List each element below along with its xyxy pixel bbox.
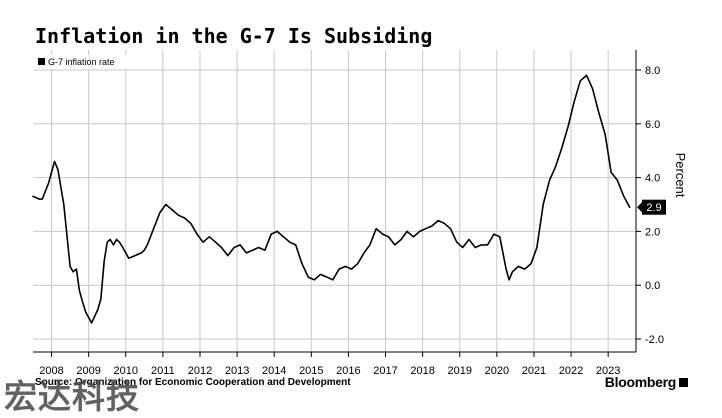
x-tick-label: 2015	[299, 365, 323, 377]
legend-swatch	[38, 58, 45, 65]
source-note: Source: Organization for Economic Cooper…	[35, 377, 351, 388]
x-tick-label: 2013	[225, 365, 249, 377]
brand-name: Bloomberg	[604, 374, 677, 390]
legend: G-7 inflation rate	[36, 55, 134, 69]
x-tick-label: 2022	[559, 365, 583, 377]
x-tick-label: 2018	[410, 365, 434, 377]
y-tick-label: 2.0	[645, 226, 660, 238]
x-tick-label: 2012	[188, 365, 212, 377]
series-line-0	[32, 74, 631, 324]
y-tick-label: 6.0	[645, 119, 660, 131]
brand-logo: Bloomberg	[605, 374, 688, 390]
y-tick-label: 0.0	[645, 280, 660, 292]
x-tick-label: 2016	[336, 365, 360, 377]
labels-layer: 2008 2009 2010 2011 2012 2013 2014 2015 2016 2017…	[36, 55, 688, 377]
last-value-label: 2.9	[646, 202, 661, 214]
x-tick-label: 2017	[373, 365, 397, 377]
last-value-background	[642, 199, 666, 215]
legend-label: G-7 inflation rate	[48, 57, 115, 67]
last-value-pointer	[637, 202, 642, 213]
x-tick-label: 2010	[114, 365, 138, 377]
chart-title: Inflation in the G-7 Is Subsiding	[35, 24, 433, 48]
y-tick-label: 4.0	[645, 173, 660, 185]
x-tick-label: 2019	[447, 365, 471, 377]
grid-lines	[33, 50, 636, 352]
bloomberg-mark-icon	[679, 377, 688, 387]
axes	[33, 50, 641, 357]
series-layer	[32, 74, 631, 324]
last-value-tag: 2.9	[637, 199, 666, 215]
y-tick-label: -2.0	[645, 334, 664, 346]
watermark: 宏达科技	[4, 377, 140, 416]
x-tick-label: 2009	[76, 365, 100, 377]
y-tick-label: 8.0	[645, 65, 660, 77]
x-tick-label: 2011	[151, 365, 175, 377]
x-tick-label: 2014	[262, 365, 286, 377]
y-axis-label: Percent	[673, 153, 688, 198]
x-tick-label: 2008	[39, 365, 63, 377]
legend-background	[36, 55, 134, 69]
x-tick-label: 2023	[596, 365, 620, 377]
x-tick-label: 2020	[485, 365, 509, 377]
x-tick-label: 2021	[522, 365, 546, 377]
